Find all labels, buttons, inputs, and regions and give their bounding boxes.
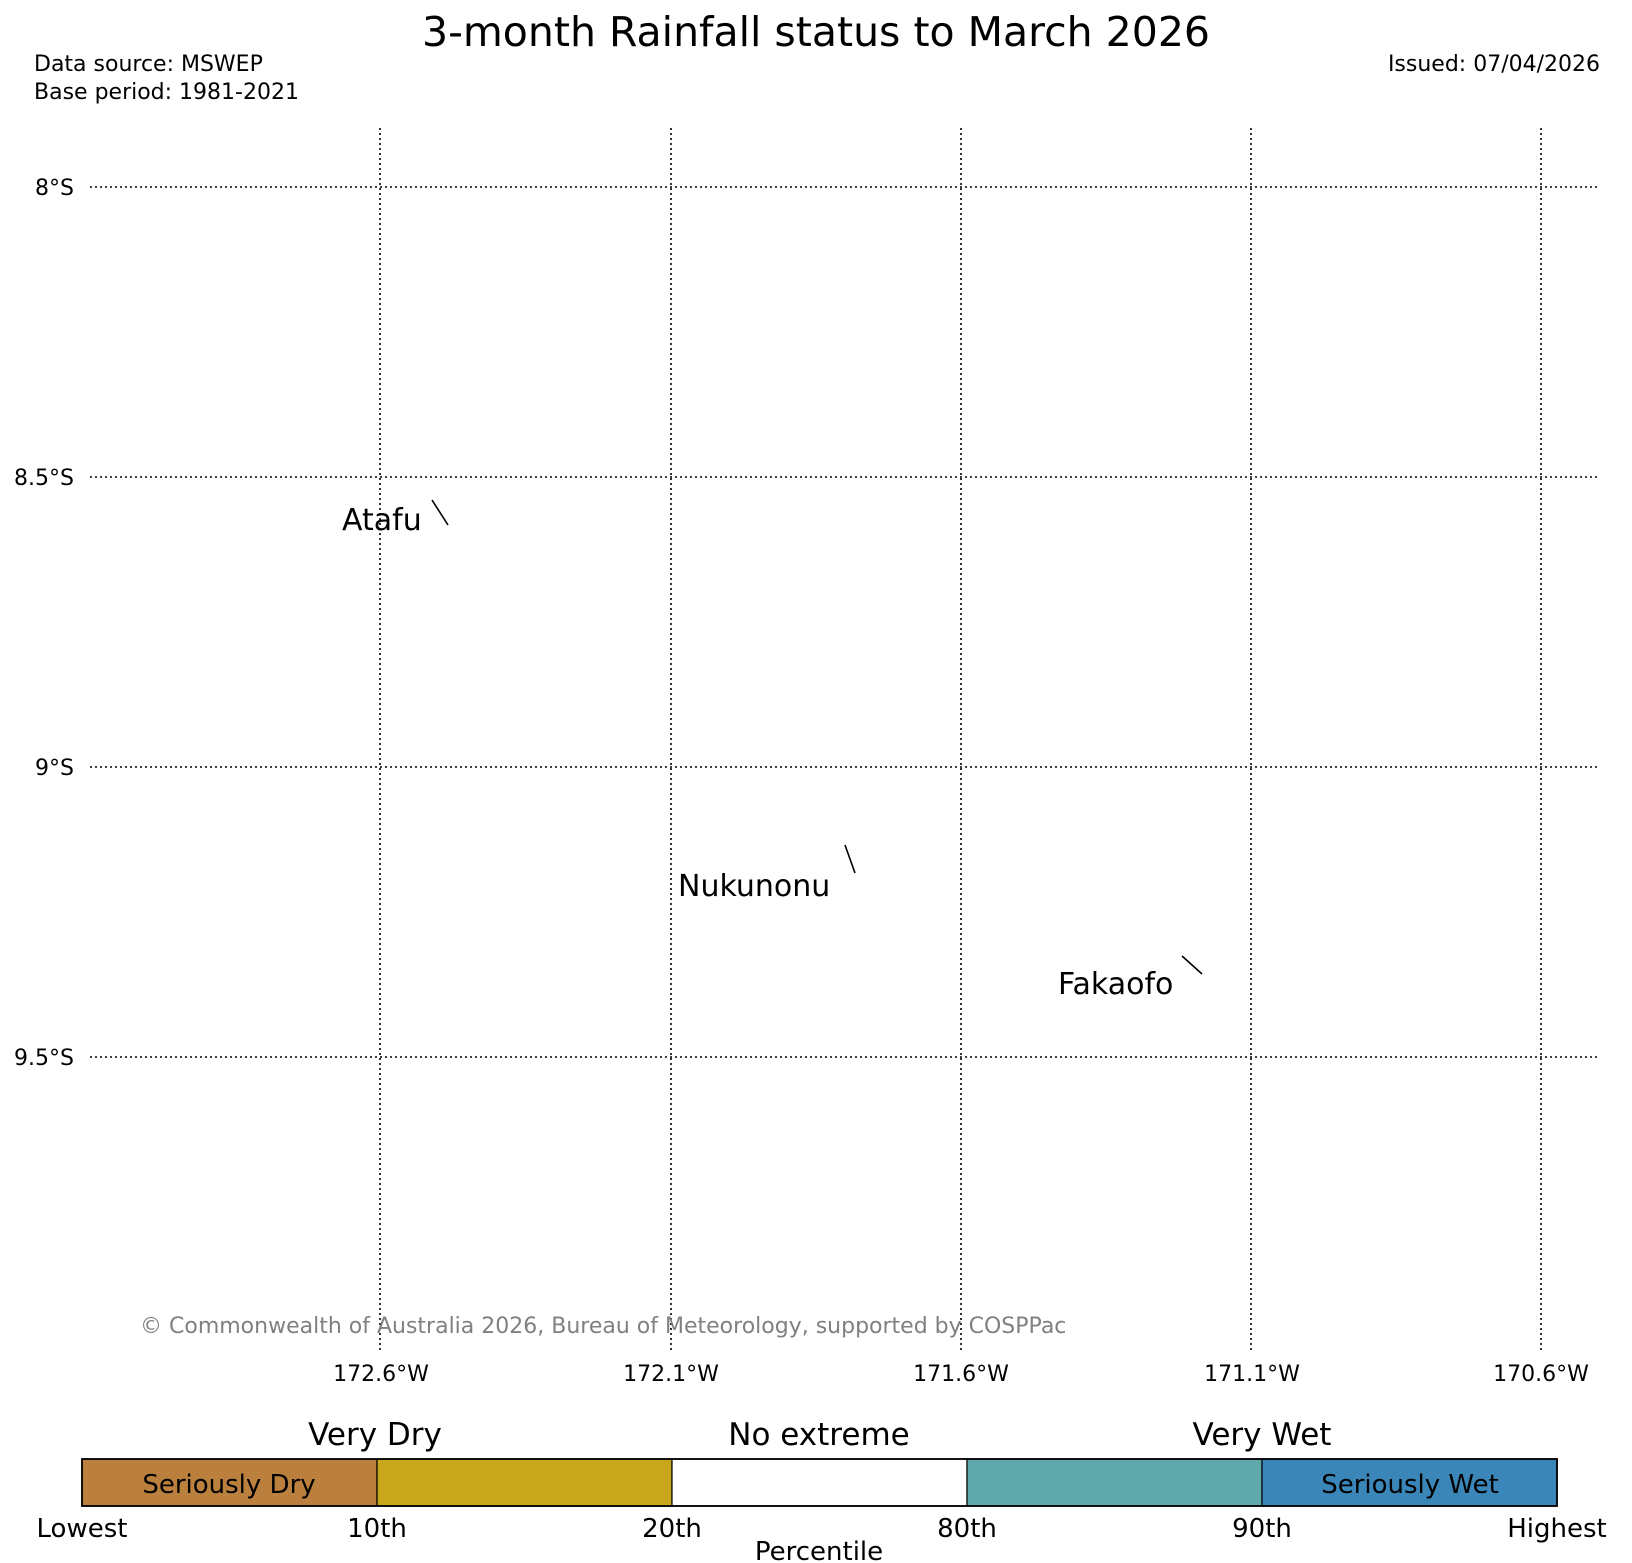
- page-title: 3-month Rainfall status to March 2026: [421, 8, 1210, 56]
- colour-bar: [81, 1458, 1558, 1507]
- percentile-tick-lowest: Lowest: [37, 1514, 128, 1544]
- nukunonu-atoll-shape: [844, 844, 856, 874]
- legend-segment-no-extreme: [671, 1458, 968, 1507]
- latitude-gridlines: [90, 186, 1600, 1058]
- percentile-tick-80th: 80th: [937, 1514, 997, 1544]
- percentile-tick-highest: Highest: [1507, 1514, 1607, 1544]
- legend-segment-very-wet: [966, 1458, 1263, 1507]
- issued-date-label: Issued: 07/04/2026: [1387, 52, 1600, 77]
- percentile-tick-10th: 10th: [347, 1514, 407, 1544]
- percentile-axis-label: Percentile: [755, 1537, 883, 1563]
- lon-label-172-1w: 172.1°W: [623, 1362, 719, 1387]
- legend-segment-label-seriously-wet: Seriously Wet: [1321, 1470, 1499, 1500]
- lat-label-9-5s: 9.5°S: [14, 1046, 74, 1071]
- base-period-label: Base period: 1981-2021: [34, 80, 299, 105]
- lat-label-9s: 9°S: [35, 756, 74, 781]
- place-label-nukunonu: Nukunonu: [678, 869, 830, 904]
- legend-category-very-dry: Very Dry: [308, 1417, 442, 1453]
- copyright-credit: © Commonwealth of Australia 2026, Bureau…: [140, 1314, 1066, 1339]
- percentile-tick-90th: 90th: [1232, 1514, 1292, 1544]
- legend-segment-very-dry: [376, 1458, 673, 1507]
- legend-category-very-wet: Very Wet: [1193, 1417, 1332, 1453]
- longitude-gridlines: [379, 128, 1542, 1350]
- legend-category-no-extreme: No extreme: [728, 1417, 909, 1453]
- data-source-label: Data source: MSWEP: [34, 52, 263, 77]
- legend-segment-label-seriously-dry: Seriously Dry: [142, 1470, 315, 1500]
- percentile-tick-20th: 20th: [642, 1514, 702, 1544]
- lon-label-171-1w: 171.1°W: [1204, 1362, 1300, 1387]
- lon-label-171-6w: 171.6°W: [913, 1362, 1009, 1387]
- lon-label-170-6w: 170.6°W: [1493, 1362, 1589, 1387]
- lat-label-8-5s: 8.5°S: [14, 466, 74, 491]
- place-label-atafu: Atafu: [342, 503, 422, 538]
- place-label-fakaofo: Fakaofo: [1058, 967, 1173, 1002]
- lon-label-172-6w: 172.6°W: [333, 1362, 429, 1387]
- fakaofo-atoll-shape: [1181, 955, 1203, 975]
- lat-label-8s: 8°S: [35, 176, 74, 201]
- colour-bar-outline: [81, 1458, 1558, 1507]
- atafu-atoll-shape: [431, 499, 449, 526]
